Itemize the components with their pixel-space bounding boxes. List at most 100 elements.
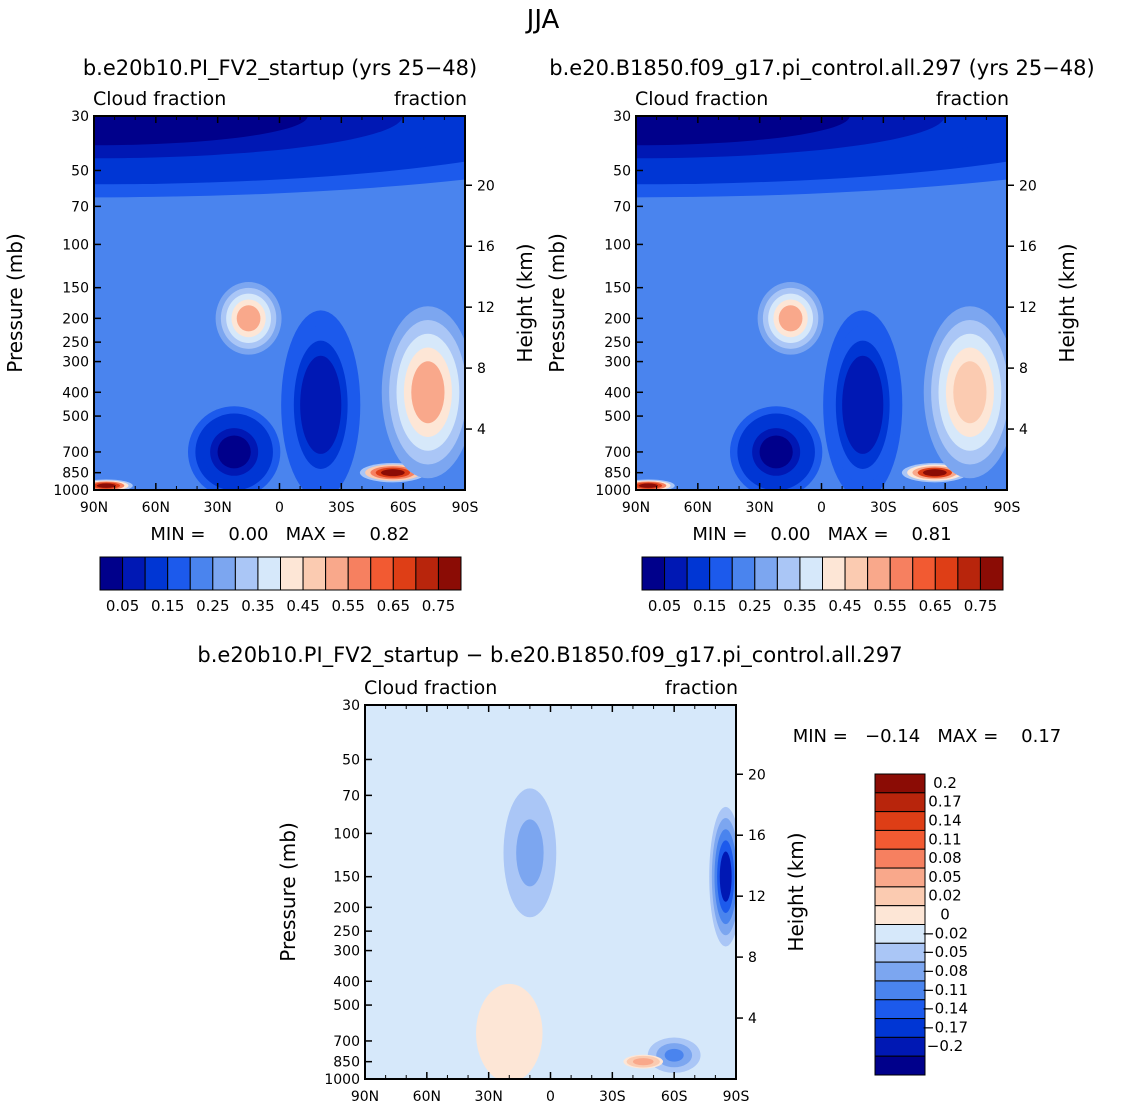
colorbar-swatch [144,556,169,591]
colorbar-label: 0.75 [964,597,997,615]
colorbar-swatch [874,792,926,813]
axis-ticks: 90N 60N 30N 0 30S 60S 90S 30 50 70 100 150 200 250 300… [324,698,766,1105]
x-tick-label: 90S [723,1089,750,1105]
y-tick-label: 150 [62,281,89,297]
y-tick-label: 300 [62,355,89,371]
colorbar-swatch [874,980,926,1001]
left-label: Cloud fraction [635,88,768,110]
colorbar-swatch [754,556,778,591]
colorbar-label: 0.45 [286,597,319,615]
colorbar-swatch [167,556,191,591]
y-tick-label: 250 [62,335,89,351]
colorbar-label: −0.11 [922,981,968,999]
x-tick-label: 60S [661,1089,688,1105]
contour-region-5-4 [411,361,445,424]
colorbar-label: 0.25 [196,597,229,615]
colorbar: 0.05 0.15 0.25 0.35 0.45 0.55 0.65 0.75 [641,556,1004,615]
colorbar-label: −0.14 [922,1000,968,1018]
y-tick-label: 400 [333,974,360,990]
z-tick-label: 8 [748,950,757,966]
colorbar-swatch [874,811,926,831]
y-tick-label: 70 [71,199,89,215]
contour-region-6-4 [638,483,658,488]
x-tick-label: 90N [622,500,650,516]
y-axis-label: Pressure (mb) [3,233,27,373]
season-title: JJA [525,5,560,35]
colorbar-label: 0.45 [828,597,861,615]
y-tick-label: 300 [604,355,631,371]
colorbar-label: 0.2 [933,774,957,792]
colorbar-swatch [867,556,891,591]
x-tick-label: 90S [452,500,479,516]
colorbar-swatch [392,556,417,591]
panel-title: b.e20b10.PI_FV2_startup − b.e20.B1850.f0… [197,643,902,668]
colorbar-swatch [874,999,926,1020]
z-tick-label: 8 [1019,361,1028,377]
x-tick-label: 30S [870,500,897,516]
left-label: Cloud fraction [364,677,497,699]
x-tick-label: 30S [599,1089,626,1105]
x-tick-label: 0 [817,500,826,516]
colorbar-swatch [664,556,688,591]
panel-model-b: b.e20.B1850.f09_g17.pi_control.all.297 (… [545,56,1095,615]
axis-ticks: 90N 60N 30N 0 30S 60S 90S 30 50 70 100 150 200 250 300… [595,109,1037,516]
x-tick-label: 60N [413,1089,441,1105]
axis-ticks: 90N 60N 30N 0 30S 60S 90S 30 50 70 100 150 200 250 300… [53,109,495,516]
colorbar-label: 0.35 [783,597,816,615]
stats-text: MIN = −0.14 MAX = 0.17 [793,726,1062,747]
z-tick-label: 20 [748,767,766,783]
panel-difference: b.e20b10.PI_FV2_startup − b.e20.B1850.f0… [197,643,1062,1105]
y-tick-label: 300 [333,944,360,960]
y-tick-label: 850 [62,466,89,482]
panel-title: b.e20.B1850.f09_g17.pi_control.all.297 (… [549,56,1094,81]
y-tick-label: 30 [71,109,89,125]
colorbar-swatch [302,556,327,591]
x-tick-label: 30N [475,1089,503,1105]
right-label: fraction [394,88,467,110]
colorbar-swatch [874,1055,926,1076]
colorbar-swatch [874,961,926,982]
contour-region-2-4 [495,1011,524,1055]
colorbar-label: 0.05 [648,597,681,615]
stats-text: MIN = 0.00 MAX = 0.82 [150,524,409,545]
colorbar-label: 0.55 [873,597,906,615]
y-tick-label: 200 [604,311,631,327]
colorbar-swatch [874,867,926,888]
x-tick-label: 30S [328,500,355,516]
y-tick-label: 30 [342,698,360,714]
y-tick-label: 400 [604,385,631,401]
z-tick-label: 12 [1019,300,1037,316]
colorbar-label: 0.14 [928,811,961,829]
colorbar-label: −0.17 [922,1018,968,1036]
y-tick-label: 500 [604,409,631,425]
contour-region-3-4 [664,1048,684,1062]
colorbar-label: −0.05 [922,943,968,961]
z-tick-label: 16 [1019,239,1037,255]
y-axis-label: Pressure (mb) [545,233,569,373]
z-tick-label: 4 [1019,422,1028,438]
z-tick-label: 12 [477,300,495,316]
contour-region-4-4 [719,851,732,902]
colorbar-swatch [889,556,914,591]
colorbar-label: 0.35 [241,597,274,615]
contour-region-1-4 [778,305,803,332]
colorbar-swatch [347,556,372,591]
colorbar-swatch [776,556,801,591]
colorbar-swatch [641,556,666,591]
colorbar-label: 0.65 [377,597,410,615]
contour-region-5-4 [636,1059,651,1065]
colorbar-swatch [822,556,846,591]
x-tick-label: 90N [80,500,108,516]
y-tick-label: 150 [333,870,360,886]
colorbar-swatch [257,556,281,591]
contour-region-4-4 [380,469,405,477]
colorbar-swatch [731,556,756,591]
contour-region-2-4 [217,435,251,469]
colorbar-swatch [874,829,926,850]
x-tick-label: 30N [746,500,774,516]
colorbar: 0.05 0.15 0.25 0.35 0.45 0.55 0.65 0.75 [99,556,462,615]
y-tick-label: 50 [613,163,631,179]
y-tick-label: 50 [71,163,89,179]
colorbar-label: 0.75 [422,597,455,615]
y-tick-label: 400 [62,385,89,401]
